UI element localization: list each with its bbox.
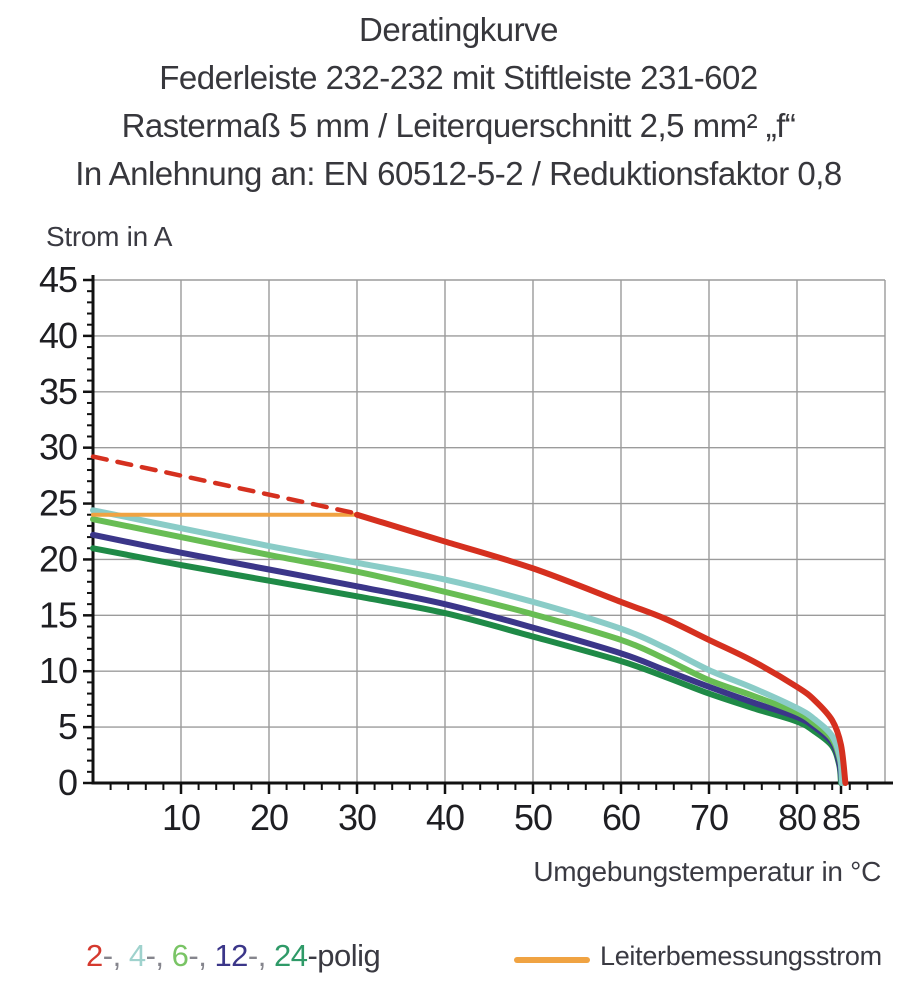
legend-pole-number: 2 (86, 938, 103, 973)
series-curve-4-polig (90, 507, 845, 786)
y-tick-label: 35 (39, 371, 77, 412)
x-tick-label: 60 (602, 797, 640, 838)
x-tick-label: 20 (250, 797, 288, 838)
y-tick-label: 15 (39, 594, 77, 635)
x-tick-label: 30 (338, 797, 376, 838)
x-tick-label: 85 (822, 797, 860, 838)
legend-pole-suffix: -, (102, 938, 129, 973)
x-tick-label: 70 (690, 797, 728, 838)
y-tick-label: 45 (39, 259, 77, 300)
series-curve-2-polig (354, 511, 849, 786)
y-tick-label: 25 (39, 483, 77, 524)
chart-subtitle-spec: Rastermaß 5 mm / Leiterquerschnitt 2,5 m… (121, 107, 796, 144)
x-tick-label: 50 (514, 797, 552, 838)
x-tick-label: 80 (778, 797, 816, 838)
y-tick-label: 0 (58, 762, 77, 803)
y-tick-label: 40 (39, 315, 77, 356)
legend-pole-number: 6 (171, 938, 189, 973)
series-curve-24-polig (90, 545, 844, 786)
legend-pole-number: 12 (214, 938, 248, 973)
rated-current-legend-label: Leiterbemessungsstrom (600, 941, 882, 971)
legend-pole-suffix: -polig (307, 938, 381, 973)
poles-legend: 2-, 4-, 6-, 12-, 24-polig (86, 938, 381, 974)
y-axis-label: Strom in A (46, 221, 173, 252)
series-curve-2-polig-oberhalb-leiterbemessungsstrom- (90, 454, 360, 516)
chart-title: Deratingkurve (359, 11, 558, 48)
y-tick-label: 5 (58, 706, 77, 747)
x-tick-label: 10 (162, 797, 200, 838)
rated-current-line-swatch (514, 957, 590, 963)
legend-pole-number: 4 (128, 938, 146, 973)
title-block: Deratingkurve Federleiste 232-232 mit St… (0, 6, 917, 198)
legend-pole-suffix: -, (247, 938, 274, 973)
y-tick-label: 30 (39, 427, 77, 468)
x-tick-label: 40 (426, 797, 464, 838)
chart-subtitle-product: Federleiste 232-232 mit Stiftleiste 231-… (159, 59, 758, 96)
legend-pole-suffix: -, (145, 938, 172, 973)
legend-pole-number: 24 (273, 938, 308, 973)
x-axis-label: Umgebungstemperatur in °C (533, 856, 881, 887)
y-tick-label: 10 (39, 650, 77, 691)
y-tick-label: 20 (39, 538, 77, 579)
derating-chart: 0 5 10 15 20 25 30 35 40 45 10 20 30 40 50 60 70 80 85 (39, 259, 893, 838)
legend-pole-suffix: -, (188, 938, 215, 973)
chart-subtitle-standard: In Anlehnung an: EN 60512-5-2 / Reduktio… (75, 155, 842, 192)
